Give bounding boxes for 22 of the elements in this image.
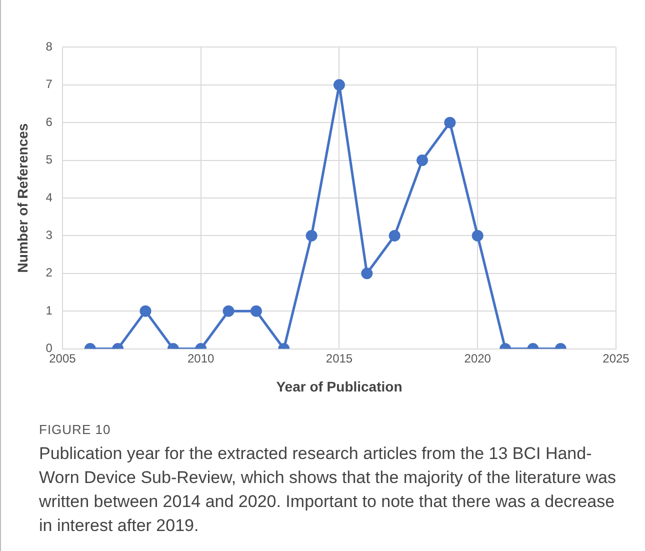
- x-tick-label: 2010: [188, 351, 215, 366]
- y-tick-label: 3: [46, 228, 53, 242]
- y-axis-title: Number of References: [14, 123, 30, 273]
- y-tick-label: 1: [46, 303, 53, 318]
- point: [444, 116, 456, 128]
- y-tick-label: 6: [46, 114, 53, 129]
- text: Publication year for the extracted research articles from the 13 BCI Hand-Worn Device Sub-Review, which shows that the majority of the literature was written between 2014 and 2020. Important to note that there was a decrease in interest after 2019.: [39, 443, 617, 537]
- y-tick-label: 5: [46, 152, 53, 167]
- point: [416, 154, 428, 166]
- y-tick-label: 2: [46, 266, 53, 280]
- y-tick-label: 4: [46, 190, 53, 204]
- point: [388, 230, 400, 242]
- caption: FIGURE 10: [39, 422, 111, 437]
- point: [333, 79, 345, 91]
- x-tick-label: 2015: [326, 351, 353, 366]
- point: [472, 230, 484, 242]
- y-tick-label: 7: [46, 77, 53, 92]
- point: [306, 230, 318, 242]
- y-tick-label: 8: [46, 40, 53, 54]
- x-tick-label: 2025: [602, 351, 630, 366]
- x-tick-label: 2020: [464, 351, 492, 366]
- x-axis-title: Year of Publication: [276, 378, 402, 394]
